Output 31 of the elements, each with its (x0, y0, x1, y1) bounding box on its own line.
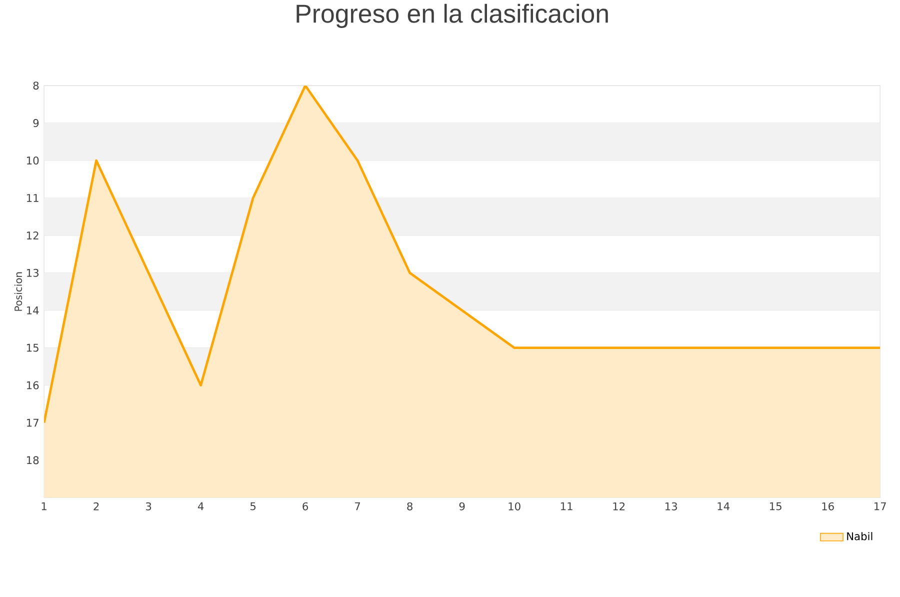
legend-label: Nabil (847, 532, 872, 540)
x-tick-label: 6 (302, 502, 308, 510)
y-tick-label: 13 (27, 268, 39, 277)
y-tick-label: 15 (27, 344, 38, 352)
x-tick-label: 1 (42, 502, 46, 510)
y-tick-label: 12 (27, 231, 38, 240)
y-tick-label: 14 (27, 306, 39, 314)
x-tick-label: 2 (94, 502, 99, 510)
x-tick-label: 4 (198, 502, 204, 510)
x-tick-label: 7 (355, 502, 360, 510)
x-tick-label: 15 (770, 502, 782, 510)
x-tick-label: 16 (822, 502, 834, 510)
x-tick-label: 13 (665, 502, 677, 510)
chart-title: Progreso en la clasificacion (296, 4, 608, 28)
x-tick-label: 11 (560, 502, 572, 510)
x-tick-label: 3 (146, 502, 152, 510)
x-tick-label: 14 (718, 502, 730, 510)
y-tick-label: 11 (27, 194, 38, 202)
x-tick-label: 17 (874, 502, 886, 510)
x-tick-label: 5 (250, 502, 256, 510)
y-tick-label: 18 (27, 456, 39, 464)
y-axis-title: Posicion (14, 272, 22, 311)
x-tick-label: 9 (459, 502, 465, 510)
y-tick-label: 8 (33, 81, 39, 90)
y-tick-label: 9 (33, 118, 39, 127)
x-tick-label: 8 (407, 502, 412, 510)
y-tick-label: 17 (27, 418, 38, 427)
x-tick-label: 12 (613, 502, 625, 510)
x-tick-label: 10 (508, 502, 520, 510)
y-tick-label: 10 (27, 156, 39, 164)
y-tick-label: 16 (27, 381, 39, 390)
